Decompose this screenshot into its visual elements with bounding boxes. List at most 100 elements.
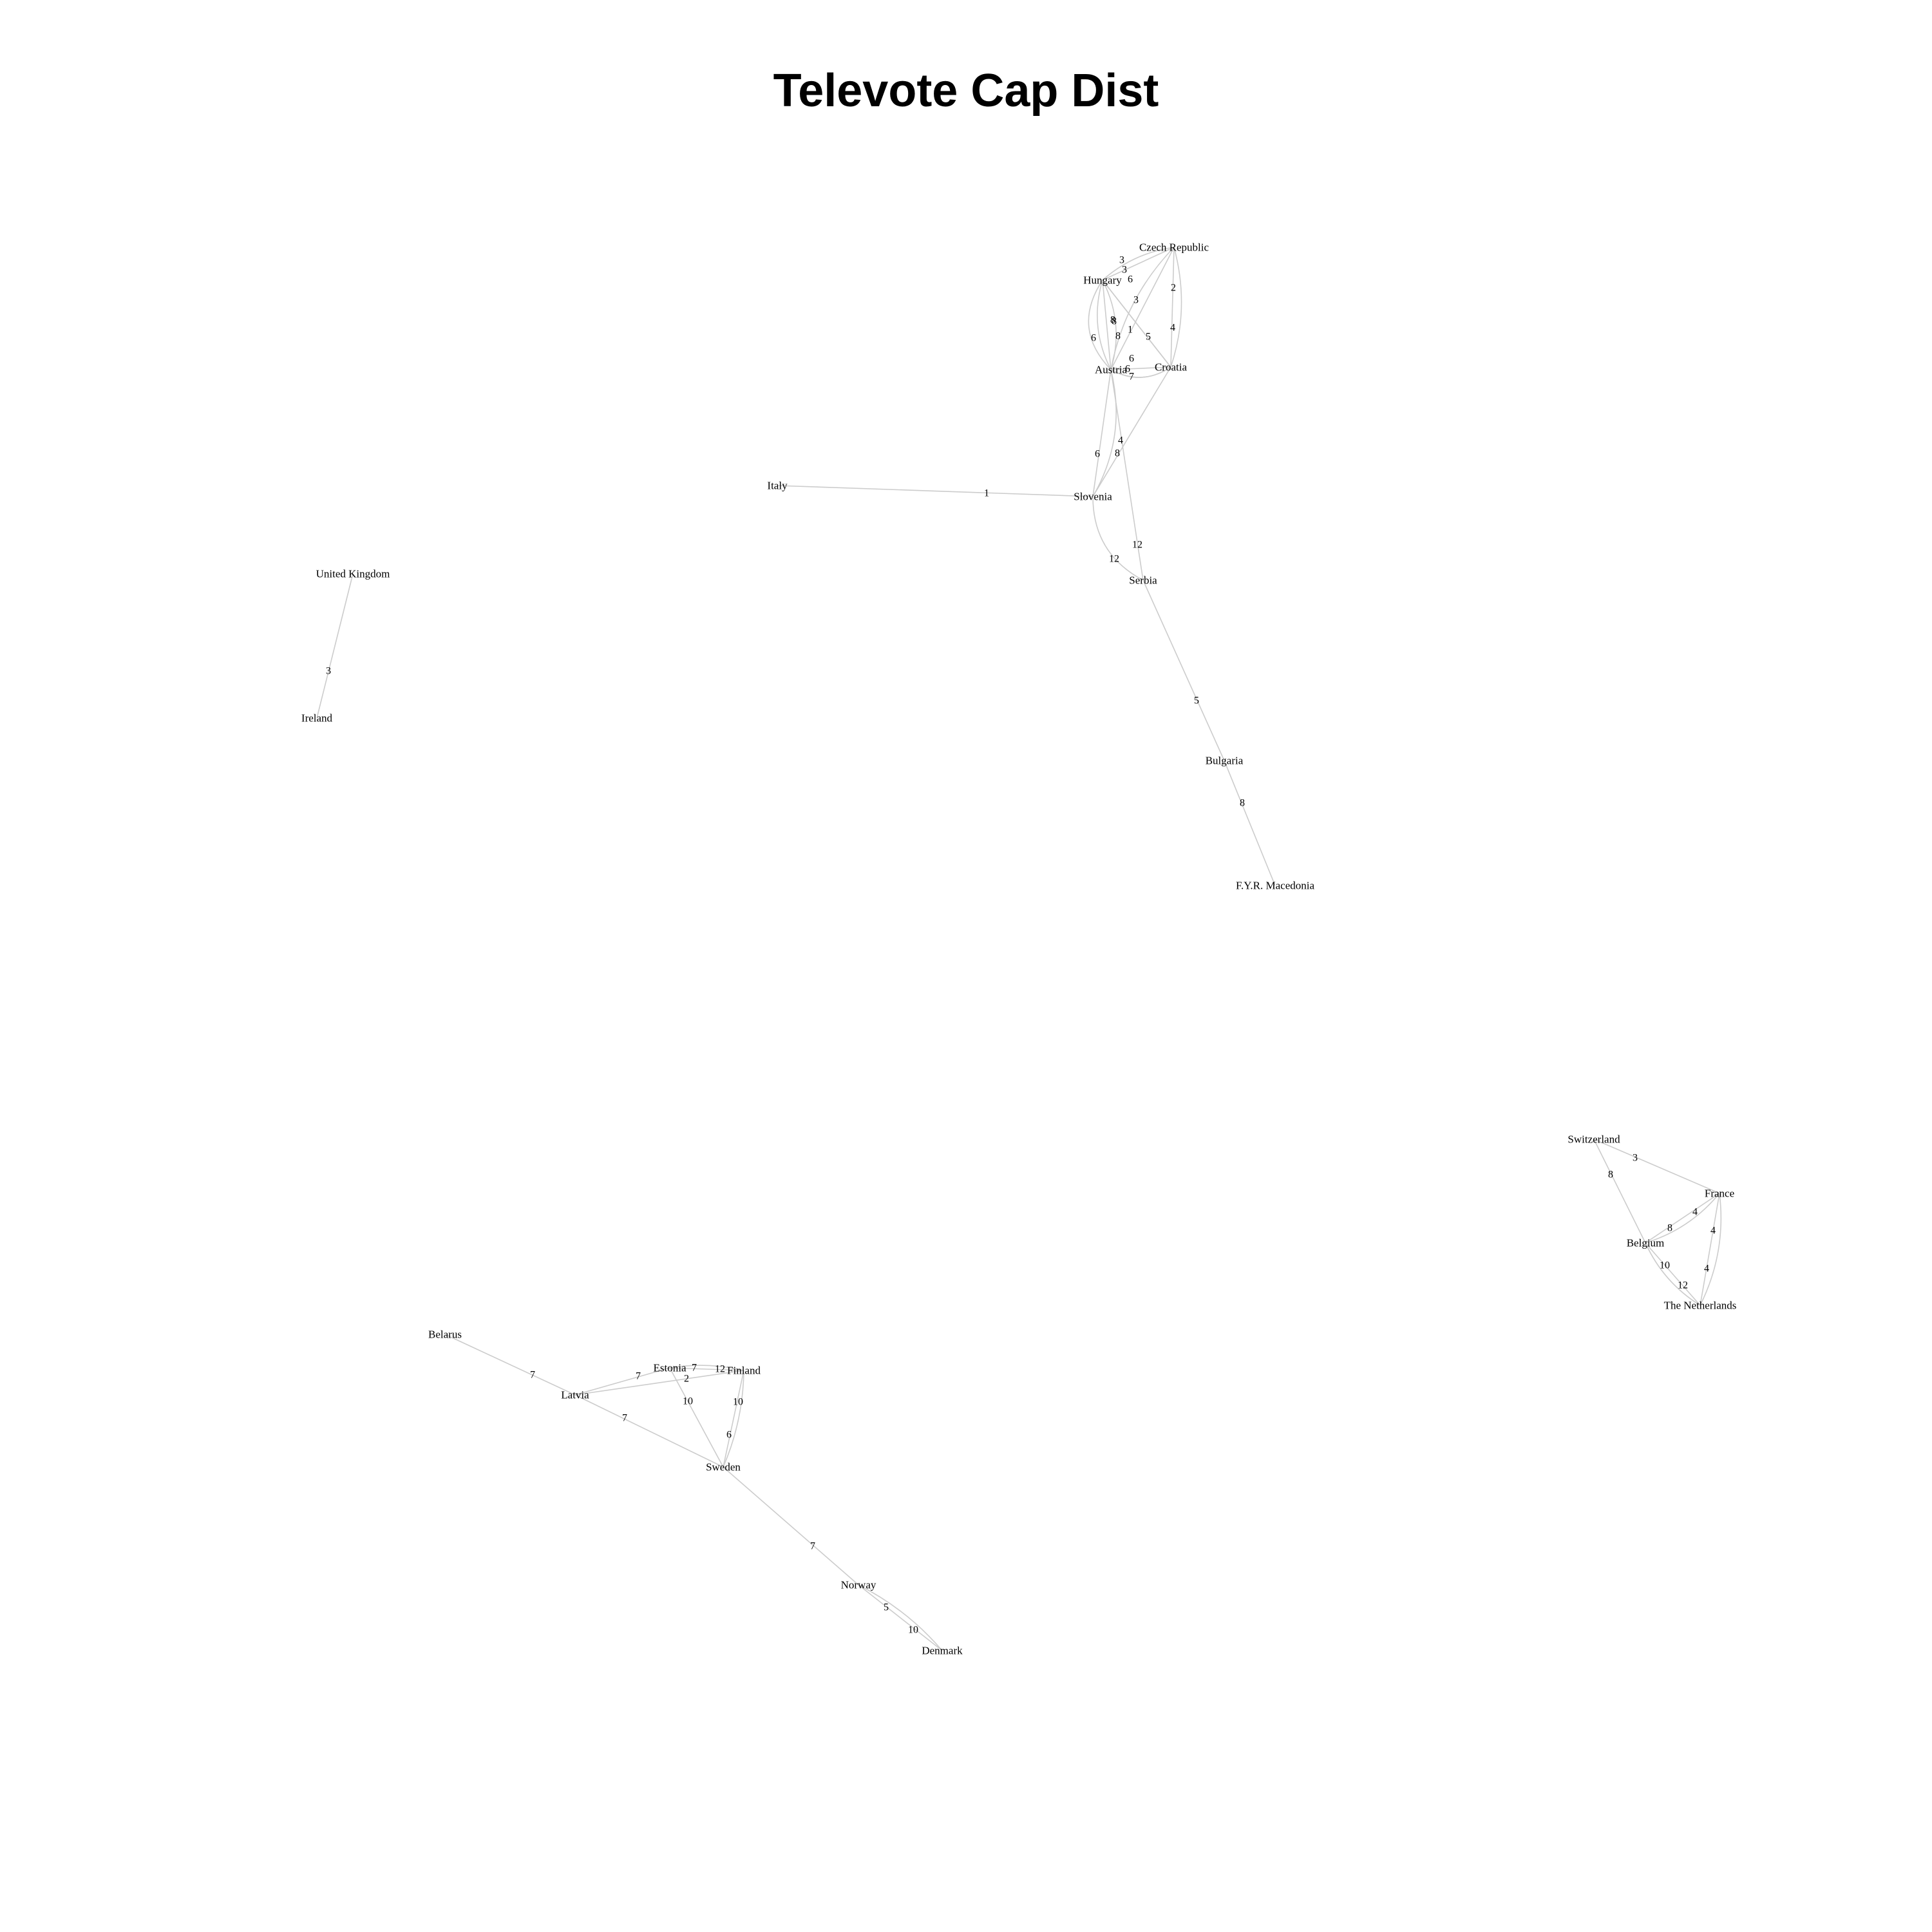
edge-norway-denmark — [858, 1584, 943, 1651]
edge-label: 6 — [1095, 449, 1100, 460]
edge-the-netherlands-belgium — [1645, 1242, 1701, 1306]
chart-title: Televote Cap Dist — [773, 65, 1159, 117]
edge-label: 8 — [1608, 1170, 1613, 1180]
edge-label: 8 — [1115, 448, 1120, 459]
edge-slovenia-austria — [1092, 369, 1117, 497]
edge-label: 8 — [1115, 331, 1121, 342]
node-slovenia: Slovenia — [1074, 491, 1112, 503]
edge-czech-republic-hungary — [1102, 247, 1175, 281]
edge-latvia-finland — [574, 1370, 744, 1396]
edge-finland-sweden — [723, 1370, 744, 1468]
edge-label: 10 — [908, 1625, 918, 1636]
edge-label: 7 — [636, 1371, 641, 1382]
edge-label: 4 — [1710, 1226, 1716, 1236]
edge-label: 4 — [1692, 1207, 1698, 1218]
edge-austria-slovenia — [1092, 369, 1112, 497]
node-fyr-macedonia: F.Y.R. Macedonia — [1236, 880, 1314, 892]
edge-croatia-austria — [1110, 366, 1171, 378]
edge-label: 1 — [984, 488, 989, 499]
edge-label: 3 — [1133, 295, 1139, 306]
node-bulgaria: Bulgaria — [1206, 755, 1244, 767]
edge-label: 10 — [1660, 1260, 1670, 1271]
edge-label: 4 — [1118, 435, 1123, 446]
edge-label: 5 — [1146, 332, 1151, 343]
node-estonia: Estonia — [654, 1362, 687, 1374]
edge-switzerland-belgium — [1593, 1139, 1646, 1244]
edge-austria-hungary — [1097, 279, 1112, 370]
node-finland: Finland — [727, 1365, 761, 1377]
edge-slovenia-serbia — [1092, 496, 1144, 581]
edge-label: 8 — [1110, 315, 1115, 326]
edge-czech-republic-croatia — [1170, 247, 1175, 368]
edge-label: 2 — [684, 1374, 689, 1385]
edge-latvia-sweden — [574, 1394, 724, 1468]
edge-label: 5 — [884, 1602, 889, 1613]
edge-hungary-austria — [1088, 279, 1112, 370]
edge-label: 8 — [1240, 798, 1245, 809]
node-austria: Austria — [1095, 364, 1128, 376]
node-croatia: Croatia — [1155, 361, 1187, 374]
edge-label: 12 — [1109, 554, 1119, 565]
edge-label: 7 — [810, 1541, 815, 1552]
edge-belgium-france — [1645, 1193, 1720, 1244]
edge-label: 7 — [622, 1413, 627, 1424]
edge-france-the-netherlands — [1700, 1193, 1720, 1306]
node-ireland: Ireland — [301, 712, 333, 724]
edge-label: 12 — [1678, 1280, 1688, 1291]
edge-label: 8 — [1667, 1223, 1672, 1234]
edge-the-netherlands-france — [1700, 1193, 1722, 1306]
edge-belarus-latvia — [444, 1334, 576, 1396]
node-serbia: Serbia — [1129, 574, 1157, 587]
edge-label: 5 — [1194, 696, 1199, 706]
edge-label: 3 — [1122, 265, 1127, 276]
node-label-layer: Czech Republic Hungary Austria Croatia Italy… — [301, 242, 1736, 1657]
edge-label: 7 — [1129, 372, 1134, 383]
edge-serbia-bulgaria — [1142, 580, 1225, 761]
edge-latvia-estonia — [574, 1367, 670, 1396]
node-hungary: Hungary — [1083, 274, 1122, 287]
edge-layer — [316, 247, 1722, 1651]
node-belgium: Belgium — [1627, 1237, 1665, 1249]
edge-united-kingdom-ireland — [316, 573, 354, 719]
edge-croatia-austria — [1110, 366, 1171, 370]
edge-label: 6 — [726, 1430, 732, 1441]
edge-label: 4 — [1704, 1264, 1709, 1274]
node-sweden: Sweden — [706, 1461, 741, 1473]
edge-bulgaria-fyr-macedonia — [1224, 760, 1276, 886]
edge-label: 4 — [1170, 323, 1175, 334]
node-belarus: Belarus — [428, 1329, 462, 1341]
edge-croatia-czech-republic — [1170, 247, 1182, 368]
edge-finland-estonia — [669, 1365, 744, 1371]
edge-czech-republic-austria — [1110, 247, 1175, 370]
edge-label: 12 — [715, 1364, 725, 1375]
edge-label: 1 — [1128, 325, 1133, 336]
edge-austria-hungary — [1102, 279, 1117, 370]
node-czech-republic: Czech Republic — [1139, 242, 1209, 254]
edge-hungary-czech-republic — [1102, 247, 1175, 281]
node-denmark: Denmark — [922, 1645, 963, 1657]
edge-label: 3 — [326, 666, 331, 677]
edge-hungary-austria — [1102, 279, 1112, 370]
edge-label: 12 — [1132, 540, 1142, 551]
node-united-kingdom: United Kingdom — [316, 568, 390, 580]
edge-austria-serbia — [1110, 369, 1144, 581]
node-the-netherlands: The Netherlands — [1664, 1300, 1737, 1312]
edge-label: 6 — [1125, 364, 1130, 375]
edge-label: 6 — [1129, 354, 1134, 365]
edge-belgium-the-netherlands — [1645, 1242, 1701, 1306]
edge-croatia-slovenia — [1092, 366, 1171, 497]
edge-label: 6 — [1128, 274, 1133, 285]
edge-sweden-finland — [723, 1370, 744, 1468]
edge-label: 6 — [1091, 333, 1096, 344]
edge-label: 3 — [1633, 1153, 1638, 1164]
edge-label: 8 — [1112, 316, 1117, 327]
edge-label: 7 — [530, 1370, 535, 1381]
edge-label: 3 — [1119, 255, 1124, 266]
edge-sweden-norway — [723, 1466, 859, 1586]
node-switzerland: Switzerland — [1567, 1133, 1620, 1146]
edge-denmark-norway — [858, 1584, 943, 1651]
node-latvia: Latvia — [561, 1389, 589, 1401]
edge-estonia-finland — [669, 1367, 744, 1371]
